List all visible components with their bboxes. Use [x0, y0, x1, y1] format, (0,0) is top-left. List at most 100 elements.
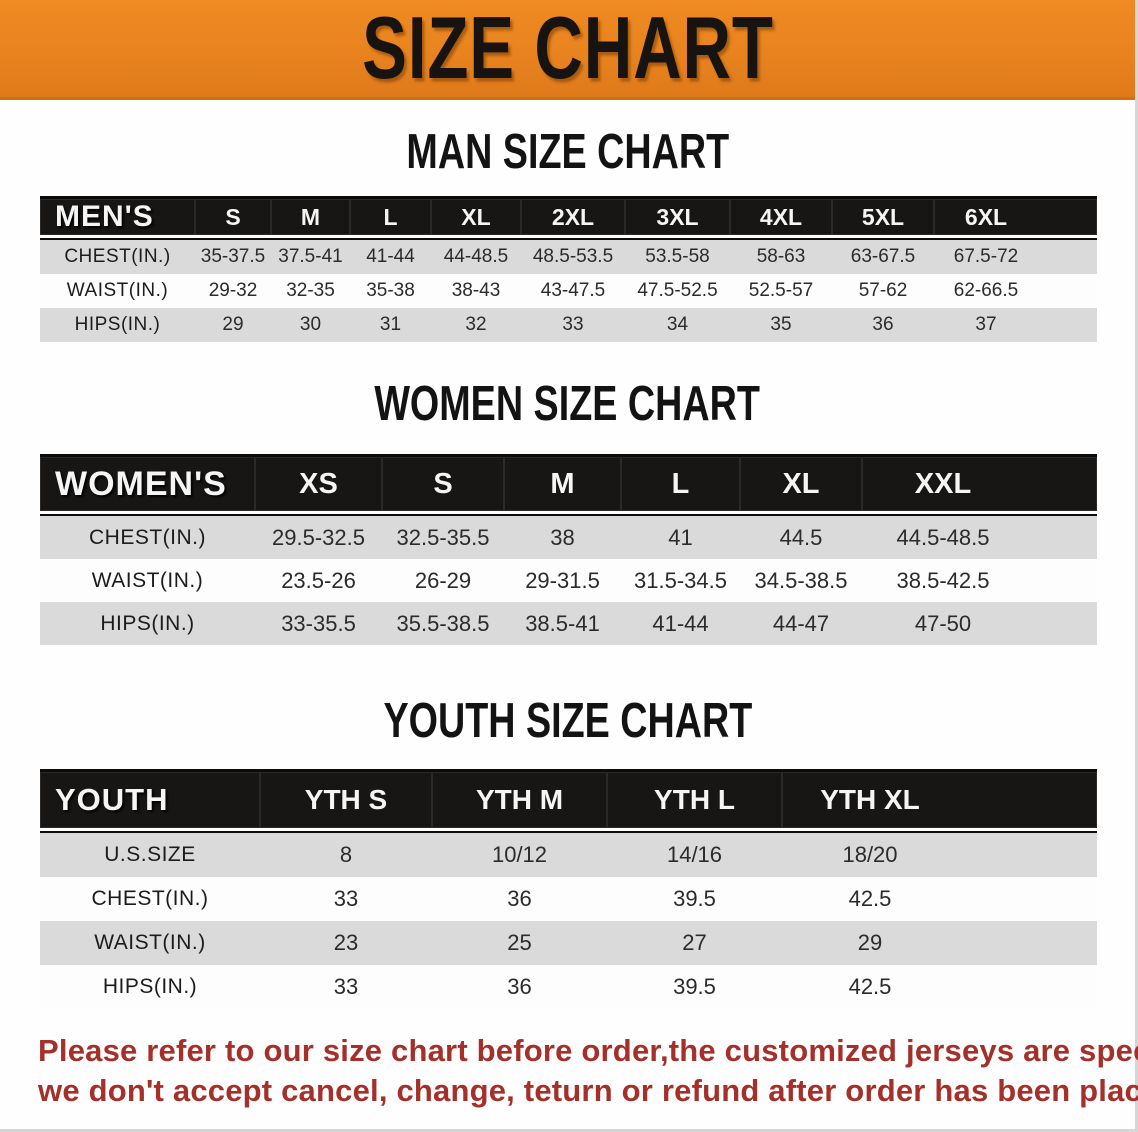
- men-cell: 63-67.5: [832, 240, 934, 274]
- men-size-table: MEN'S S M L XL 2XL 3XL 4XL 5XL 6XL CHEST(IN.) 35-37…: [40, 196, 1097, 342]
- women-column-header-xxl: XXL: [862, 454, 1097, 516]
- women-column-header-xs: XS: [255, 454, 382, 516]
- men-cell: 58-63: [730, 240, 832, 274]
- men-section-heading: MAN SIZE CHART: [0, 123, 1135, 179]
- women-section-heading-text: WOMEN SIZE CHART: [374, 375, 761, 431]
- youth-header-row: YOUTH YTH S YTH M YTH L YTH XL: [40, 769, 1097, 833]
- men-row-label: WAIST(IN.): [40, 274, 195, 308]
- women-cell: 29.5-32.5: [255, 516, 382, 559]
- men-cell: 53.5-58: [625, 240, 730, 274]
- women-row-label: WAIST(IN.): [40, 559, 255, 602]
- youth-column-header-yth-s: YTH S: [260, 769, 432, 833]
- women-cell: 38.5-42.5: [862, 559, 1097, 602]
- youth-cell: 42.5: [782, 965, 1097, 1009]
- men-row-label: HIPS(IN.): [40, 308, 195, 342]
- women-row-label: HIPS(IN.): [40, 602, 255, 645]
- women-size-table: WOMEN'S XS S M L XL XXL CHEST(IN.) 29.5-32.5 32.5…: [40, 454, 1097, 645]
- men-section-heading-text: MAN SIZE CHART: [406, 123, 729, 179]
- men-cell: 32: [431, 308, 521, 342]
- women-row-waist-in-: WAIST(IN.) 23.5-26 26-29 29-31.5 31.5-34.5 34…: [40, 559, 1097, 602]
- size-chart-banner: SIZE CHART: [0, 0, 1135, 100]
- youth-cell: 29: [782, 921, 1097, 965]
- youth-column-header-yth-l: YTH L: [607, 769, 782, 833]
- men-cell: 35-37.5: [195, 240, 271, 274]
- men-column-header-2xl: 2XL: [521, 196, 625, 240]
- men-cell: 44-48.5: [431, 240, 521, 274]
- youth-section-heading: YOUTH SIZE CHART: [0, 692, 1135, 748]
- men-cell: 47.5-52.5: [625, 274, 730, 308]
- men-cell: 37: [934, 308, 1097, 342]
- disclaimer-line-2: we don't accept cancel, change, teturn o…: [38, 1073, 1138, 1108]
- women-cell: 33-35.5: [255, 602, 382, 645]
- men-cell: 62-66.5: [934, 274, 1097, 308]
- men-cell: 41-44: [350, 240, 431, 274]
- women-cell: 41: [621, 516, 740, 559]
- youth-cell: 8: [260, 833, 432, 877]
- men-column-header-5xl: 5XL: [832, 196, 934, 240]
- women-cell: 23.5-26: [255, 559, 382, 602]
- youth-row-chest-in-: CHEST(IN.) 33 36 39.5 42.5: [40, 877, 1097, 921]
- women-column-header-m: M: [504, 454, 621, 516]
- youth-row-label: CHEST(IN.): [40, 877, 260, 921]
- women-column-header-l: L: [621, 454, 740, 516]
- women-header-row: WOMEN'S XS S M L XL XXL: [40, 454, 1097, 516]
- men-cell: 30: [271, 308, 350, 342]
- men-cell: 67.5-72: [934, 240, 1097, 274]
- youth-row-u-s-size: U.S.SIZE 8 10/12 14/16 18/20: [40, 833, 1097, 877]
- men-cell: 29: [195, 308, 271, 342]
- banner-title: SIZE CHART: [361, 0, 774, 98]
- men-cell: 29-32: [195, 274, 271, 308]
- women-row-chest-in-: CHEST(IN.) 29.5-32.5 32.5-35.5 38 41 44.5 44.5…: [40, 516, 1097, 559]
- men-column-header-4xl: 4XL: [730, 196, 832, 240]
- men-column-header-xl: XL: [431, 196, 521, 240]
- men-cell: 35: [730, 308, 832, 342]
- men-row-waist-in-: WAIST(IN.) 29-32 32-35 35-38 38-43 43-47.5 47.…: [40, 274, 1097, 308]
- women-cell: 32.5-35.5: [382, 516, 504, 559]
- youth-cell: 36: [432, 877, 607, 921]
- youth-column-header-yth-m: YTH M: [432, 769, 607, 833]
- men-cell: 48.5-53.5: [521, 240, 625, 274]
- women-cell: 44.5: [740, 516, 862, 559]
- women-row-label: CHEST(IN.): [40, 516, 255, 559]
- youth-section-heading-text: YOUTH SIZE CHART: [383, 692, 752, 748]
- youth-cell: 18/20: [782, 833, 1097, 877]
- men-column-header-l: L: [350, 196, 431, 240]
- women-cell: 41-44: [621, 602, 740, 645]
- youth-cell: 36: [432, 965, 607, 1009]
- youth-cell: 10/12: [432, 833, 607, 877]
- disclaimer-note: Please refer to our size chart before or…: [38, 1031, 1138, 1111]
- men-cell: 33: [521, 308, 625, 342]
- youth-cell: 33: [260, 877, 432, 921]
- men-cell: 38-43: [431, 274, 521, 308]
- men-row-label: CHEST(IN.): [40, 240, 195, 274]
- women-cell: 34.5-38.5: [740, 559, 862, 602]
- youth-column-header-yth-xl: YTH XL: [782, 769, 1097, 833]
- men-cell: 36: [832, 308, 934, 342]
- women-section-heading: WOMEN SIZE CHART: [0, 375, 1135, 431]
- youth-cell: 42.5: [782, 877, 1097, 921]
- women-cell: 44-47: [740, 602, 862, 645]
- men-group-label: MEN'S: [40, 196, 195, 240]
- men-row-chest-in-: CHEST(IN.) 35-37.5 37.5-41 41-44 44-48.5 48.5…: [40, 240, 1097, 274]
- men-header-row: MEN'S S M L XL 2XL 3XL 4XL 5XL 6XL: [40, 196, 1097, 240]
- men-column-header-m: M: [271, 196, 350, 240]
- youth-row-label: WAIST(IN.): [40, 921, 260, 965]
- women-cell: 31.5-34.5: [621, 559, 740, 602]
- women-cell: 26-29: [382, 559, 504, 602]
- youth-row-label: U.S.SIZE: [40, 833, 260, 877]
- women-column-header-s: S: [382, 454, 504, 516]
- men-cell: 57-62: [832, 274, 934, 308]
- size-chart-sections: MAN SIZE CHART MEN'S S M L XL 2XL 3XL 4XL 5XL 6XL C…: [0, 123, 1135, 1009]
- youth-cell: 39.5: [607, 965, 782, 1009]
- women-group-label: WOMEN'S: [40, 454, 255, 516]
- youth-cell: 23: [260, 921, 432, 965]
- youth-cell: 33: [260, 965, 432, 1009]
- youth-size-table: YOUTH YTH S YTH M YTH L YTH XL U.S.SIZE 8 10/12…: [40, 769, 1097, 1009]
- youth-cell: 14/16: [607, 833, 782, 877]
- men-cell: 35-38: [350, 274, 431, 308]
- men-cell: 52.5-57: [730, 274, 832, 308]
- women-cell: 29-31.5: [504, 559, 621, 602]
- men-cell: 37.5-41: [271, 240, 350, 274]
- men-cell: 43-47.5: [521, 274, 625, 308]
- youth-cell: 25: [432, 921, 607, 965]
